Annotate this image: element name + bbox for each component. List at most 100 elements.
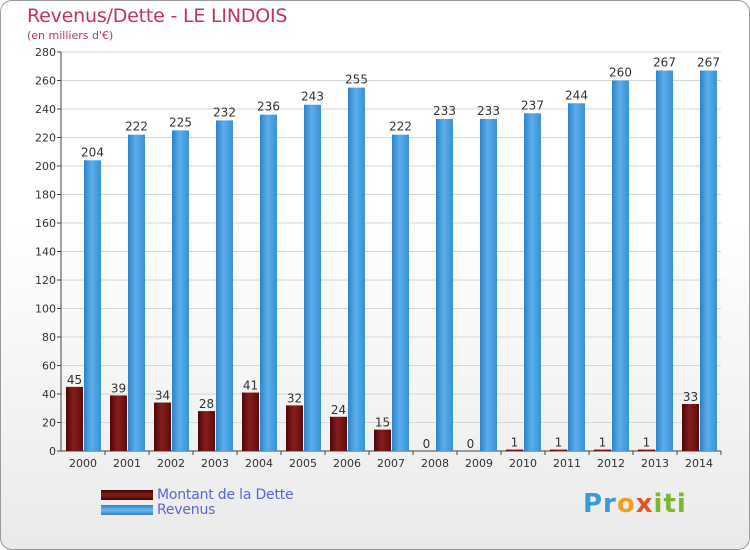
x-tick-label: 2001: [113, 457, 141, 470]
grid-lines: [61, 51, 721, 452]
legend-swatch-debt: [101, 489, 153, 500]
debt-value-label: 39: [111, 381, 126, 395]
revenue-bar: [436, 118, 453, 451]
revenue-value-label: 233: [477, 104, 500, 118]
y-tick-label: 160: [35, 217, 56, 230]
debt-value-label: 1: [555, 436, 563, 450]
debt-value-label: 33: [683, 390, 698, 404]
y-tick-label: 140: [35, 246, 56, 259]
x-tick-label: 2008: [421, 457, 449, 470]
proxiti-logo: Proxiti: [583, 489, 687, 519]
x-tick-label: 2009: [465, 457, 493, 470]
y-tick-label: 60: [42, 360, 56, 373]
x-tick-label: 2010: [509, 457, 537, 470]
revenue-value-label: 267: [697, 56, 720, 70]
bars: [66, 70, 717, 452]
debt-bar: [506, 449, 523, 451]
legend-item-revenue: Revenus: [101, 501, 293, 518]
y-tick-label: 240: [35, 103, 56, 116]
revenue-value-label: 260: [609, 66, 632, 80]
debt-value-label: 0: [423, 437, 431, 451]
x-tick-label: 2013: [641, 457, 669, 470]
revenue-bar: [568, 103, 585, 452]
revenue-value-label: 204: [81, 145, 104, 159]
legend-label-revenue: Revenus: [157, 501, 216, 518]
debt-value-label: 0: [467, 437, 475, 451]
debt-value-label: 34: [155, 389, 170, 403]
y-tick-label: 200: [35, 160, 56, 173]
debt-value-label: 32: [287, 391, 302, 405]
x-tick-label: 2012: [597, 457, 625, 470]
y-tick-label: 20: [42, 417, 56, 430]
revenue-bar: [656, 70, 673, 452]
debt-bar: [594, 449, 611, 451]
debt-value-label: 15: [375, 416, 390, 430]
debt-bar: [198, 411, 215, 451]
debt-bar: [682, 403, 699, 451]
revenue-value-label: 243: [301, 90, 324, 104]
debt-value-label: 41: [243, 379, 258, 393]
legend-label-debt: Montant de la Dette: [157, 486, 294, 503]
x-tick-label: 2014: [685, 457, 713, 470]
debt-bar: [638, 449, 655, 451]
revenue-value-label: 222: [125, 120, 148, 134]
y-tick-label: 280: [35, 46, 56, 59]
legend-item-debt: Montant de la Dette: [101, 486, 294, 503]
y-tick-label: 80: [42, 331, 56, 344]
debt-value-label: 24: [331, 403, 346, 417]
debt-bar: [242, 392, 259, 451]
revenue-bar: [612, 80, 629, 451]
debt-bar: [374, 429, 391, 451]
revenue-value-label: 233: [433, 104, 456, 118]
revenue-value-label: 225: [169, 115, 192, 129]
revenue-bar: [392, 134, 409, 451]
revenue-value-label: 244: [565, 88, 588, 102]
revenue-value-label: 222: [389, 120, 412, 134]
revenue-bar: [128, 134, 145, 451]
debt-bar: [66, 386, 83, 451]
chart-title: Revenus/Dette - LE LINDOIS: [27, 5, 288, 27]
legend-swatch-revenue: [101, 504, 153, 515]
revenue-bar: [304, 104, 321, 451]
revenue-value-label: 237: [521, 98, 544, 112]
debt-value-label: 1: [643, 436, 651, 450]
debt-bar: [330, 416, 347, 451]
revenue-value-label: 267: [653, 56, 676, 70]
revenue-bar: [524, 113, 541, 452]
x-tick-label: 2005: [289, 457, 317, 470]
x-tick-label: 2003: [201, 457, 229, 470]
revenue-bar: [216, 120, 233, 452]
debt-value-label: 28: [199, 397, 214, 411]
debt-bar: [154, 402, 171, 451]
revenue-value-label: 232: [213, 105, 236, 119]
labels: 0204060801001201401601802002202402602804…: [35, 46, 720, 470]
revenue-value-label: 236: [257, 100, 280, 114]
revenue-bar: [348, 87, 365, 451]
y-tick-label: 260: [35, 75, 56, 88]
x-tick-label: 2000: [69, 457, 97, 470]
x-tick-label: 2007: [377, 457, 405, 470]
revenue-bar: [480, 118, 497, 451]
y-tick-label: 120: [35, 274, 56, 287]
x-tick-label: 2011: [553, 457, 581, 470]
debt-bar: [286, 405, 303, 451]
x-tick-label: 2006: [333, 457, 361, 470]
y-tick-label: 0: [49, 445, 56, 458]
revenue-bar: [260, 114, 277, 451]
debt-value-label: 1: [599, 436, 607, 450]
y-tick-label: 40: [42, 388, 56, 401]
revenue-value-label: 255: [345, 73, 368, 87]
y-tick-label: 180: [35, 189, 56, 202]
x-tick-label: 2002: [157, 457, 185, 470]
revenue-bar: [84, 160, 101, 452]
legend: Montant de la Dette Revenus: [101, 486, 294, 518]
revenue-bar: [172, 130, 189, 451]
debt-value-label: 1: [511, 436, 519, 450]
debt-bar: [550, 449, 567, 451]
x-tick-label: 2004: [245, 457, 273, 470]
debt-bar: [110, 395, 127, 451]
y-tick-label: 100: [35, 303, 56, 316]
debt-value-label: 45: [67, 373, 82, 387]
